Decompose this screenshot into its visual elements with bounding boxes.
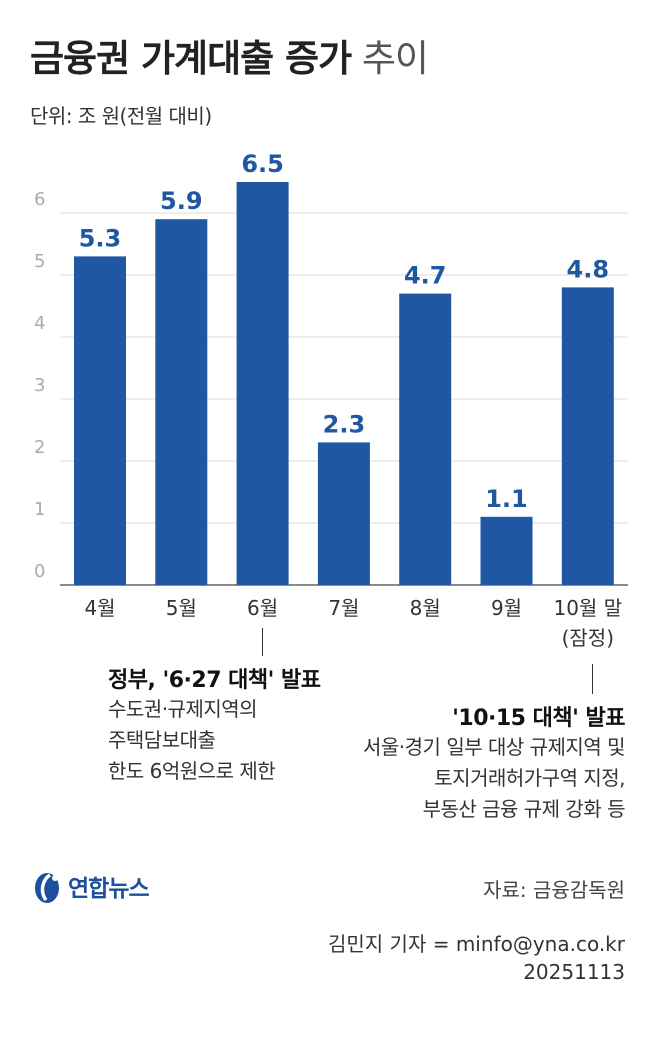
x-tick-note: (잠정) [562, 626, 614, 650]
date-stamp: 20251113 [523, 960, 625, 984]
x-tick-label: 9월 [491, 596, 522, 620]
bar [74, 256, 126, 585]
x-tick-label: 10월 말 [553, 596, 622, 620]
chart-title-bold: 금융권 가계대출 증가 [30, 37, 352, 80]
yonhap-logo-icon [35, 873, 59, 903]
june-annotation-line: 수도권·규제지역의 [108, 697, 258, 721]
x-tick-label: 6월 [247, 596, 278, 620]
june-annotation-line: 한도 6억원으로 제한 [108, 759, 276, 783]
yonhap-logo: 연합뉴스 [34, 866, 150, 906]
october-annotation-line: 토지거래허가구역 지정, [434, 766, 625, 790]
chart-title: 금융권 가계대출 증가 추이 [30, 28, 429, 82]
byline: 김민지 기자 = minfo@yna.co.kr [328, 932, 625, 956]
october-annotation-line: 부동산 금융 규제 강화 등 [422, 797, 626, 821]
october-connector-line [592, 664, 593, 694]
credit-block: 김민지 기자 = minfo@yna.co.kr 20251113 [328, 930, 625, 986]
y-tick-label: 3 [34, 375, 45, 396]
value-label: 4.7 [404, 262, 447, 290]
y-tick-label: 4 [34, 313, 45, 334]
june-annotation-line: 주택담보대출 [108, 728, 216, 752]
bar [480, 516, 533, 585]
y-tick-label: 2 [34, 437, 45, 458]
unit-label: 단위: 조 원(전월 대비) [30, 104, 212, 128]
bar [317, 442, 370, 585]
logo-text: 연합뉴스 [68, 876, 150, 902]
october-annotation-line: 서울·경기 일부 대상 규제지역 및 [363, 735, 626, 759]
value-label: 4.8 [567, 255, 610, 283]
x-tick-label: 8월 [410, 596, 441, 620]
bar-chart: 0 1 2 3 4 5 6 5.3 4월 5.9 5월 6.5 6월 2.3 7월 4.7 8월 1.1 9월 4.8… [34, 150, 628, 650]
value-label: 5.9 [160, 187, 203, 215]
bar [236, 182, 289, 585]
value-label: 6.5 [241, 150, 284, 178]
june-annotation-head: 정부, '6·27 대책' 발표 [108, 668, 321, 693]
value-label: 1.1 [485, 485, 528, 513]
value-label: 2.3 [323, 410, 366, 438]
bar [399, 293, 452, 585]
bar [155, 219, 208, 585]
y-tick-label: 0 [34, 561, 45, 582]
y-tick-label: 5 [34, 251, 45, 272]
value-label: 5.3 [79, 224, 122, 252]
june-connector-line [262, 628, 263, 656]
y-tick-label: 6 [34, 189, 45, 210]
june-annotation: 정부, '6·27 대책' 발표 수도권·규제지역의 주택담보대출 한도 6억원… [108, 662, 321, 787]
x-tick-label: 4월 [84, 596, 115, 620]
october-annotation-head: '10·15 대책' 발표 [452, 706, 625, 731]
bar [561, 287, 614, 585]
x-tick-label: 5월 [166, 596, 197, 620]
x-tick-label: 7월 [328, 596, 359, 620]
y-tick-label: 1 [34, 499, 45, 520]
source-label: 자료: 금융감독원 [483, 878, 625, 902]
october-annotation: '10·15 대책' 발표 서울·경기 일부 대상 규제지역 및 토지거래허가구… [363, 700, 626, 825]
chart-title-light: 추이 [361, 37, 429, 80]
